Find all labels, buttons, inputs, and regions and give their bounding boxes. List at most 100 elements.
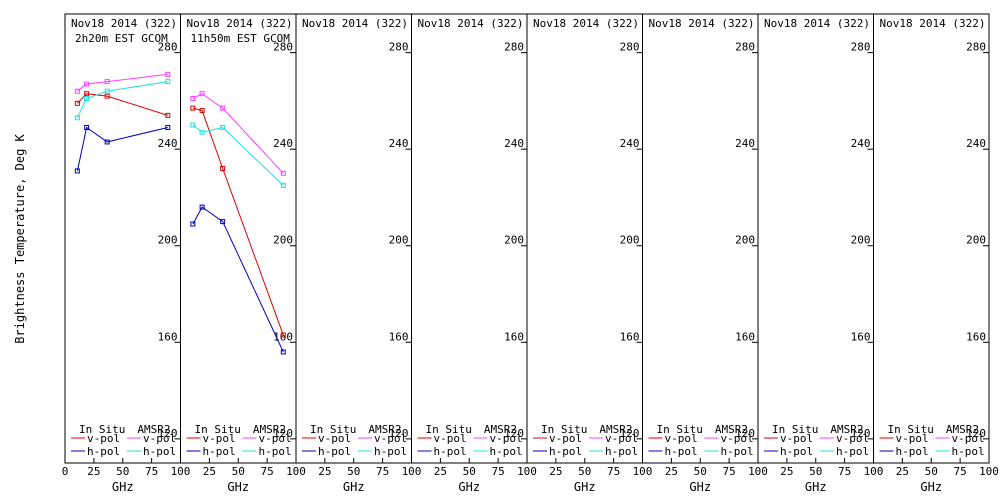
data-point [190, 95, 196, 101]
y-tick-label: 240 [735, 137, 755, 150]
panel-title: Nov18 2014 (322) [187, 17, 293, 30]
legend-label: v-pol [721, 432, 754, 445]
data-point [220, 219, 226, 225]
legend-label: h-pol [721, 445, 754, 458]
series-line [192, 206, 284, 353]
legend-label: h-pol [836, 445, 869, 458]
y-tick-label: 200 [966, 234, 986, 247]
y-tick-label: 240 [504, 137, 524, 150]
series-line [76, 126, 168, 172]
legend-title-amsr2: AMSR2 [484, 423, 517, 436]
data-point [165, 71, 171, 77]
y-tick-label: 280 [158, 41, 178, 54]
y-tick-label: 160 [389, 330, 409, 343]
y-tick-label: 280 [851, 41, 871, 54]
y-tick-label: 200 [389, 234, 409, 247]
x-tick-label: 50 [925, 465, 938, 478]
legend-label: h-pol [896, 445, 929, 458]
legend-title-in-situ: In Situ [657, 423, 703, 436]
legend-title-in-situ: In Situ [79, 423, 125, 436]
data-point [84, 91, 90, 97]
x-axis-label: GHz [458, 480, 480, 494]
legend-label: v-pol [434, 432, 467, 445]
x-tick-label: 100 [979, 465, 999, 478]
x-axis-label: GHz [343, 480, 365, 494]
data-point [280, 349, 286, 355]
y-tick-label: 120 [966, 427, 986, 440]
data-point [220, 124, 226, 130]
legend-label: h-pol [87, 445, 120, 458]
data-point [74, 88, 80, 94]
legend-title-in-situ: In Situ [888, 423, 934, 436]
y-tick-label: 160 [158, 330, 178, 343]
legend-label: v-pol [549, 432, 582, 445]
legend-label: h-pol [203, 445, 236, 458]
data-point [280, 182, 286, 188]
legend-label: v-pol [490, 432, 523, 445]
x-tick-label: 100 [633, 465, 653, 478]
y-tick-label: 240 [851, 137, 871, 150]
x-tick-label: 100 [864, 465, 884, 478]
y-tick-label: 120 [851, 427, 871, 440]
legend-title-in-situ: In Situ [772, 423, 818, 436]
x-tick-label: 50 [463, 465, 476, 478]
x-tick-label: 25 [434, 465, 447, 478]
legend-title-amsr2: AMSR2 [137, 423, 170, 436]
x-tick-label: 75 [376, 465, 389, 478]
panel-title: Nov18 2014 (322) [880, 17, 986, 30]
series-line [192, 93, 284, 174]
y-axis-label: Brightness Temperature, Deg K [13, 133, 27, 343]
data-point [84, 124, 90, 130]
legend-label: v-pol [896, 432, 929, 445]
y-tick-label: 280 [504, 41, 524, 54]
x-tick-label: 50 [232, 465, 245, 478]
x-tick-label: 75 [492, 465, 505, 478]
legend-title-in-situ: In Situ [310, 423, 356, 436]
x-tick-label: 50 [347, 465, 360, 478]
panel-subtitle: 2h20m EST GCOM [75, 32, 168, 45]
y-tick-label: 280 [389, 41, 409, 54]
y-tick-label: 160 [735, 330, 755, 343]
legend-label: v-pol [143, 432, 176, 445]
y-tick-label: 240 [273, 137, 293, 150]
legend-label: v-pol [203, 432, 236, 445]
legend-label: h-pol [605, 445, 638, 458]
data-point [190, 221, 196, 227]
legend-label: h-pol [665, 445, 698, 458]
legend-label: v-pol [836, 432, 869, 445]
x-tick-label: 25 [87, 465, 100, 478]
x-tick-label: 0 [62, 465, 69, 478]
y-tick-label: 200 [735, 234, 755, 247]
x-axis-label: GHz [920, 480, 942, 494]
series-line [192, 107, 284, 336]
x-tick-label: 50 [116, 465, 129, 478]
data-point [74, 168, 80, 174]
legend-title-amsr2: AMSR2 [946, 423, 979, 436]
x-tick-label: 75 [607, 465, 620, 478]
legend-label: v-pol [952, 432, 985, 445]
legend-title-amsr2: AMSR2 [830, 423, 863, 436]
legend-label: h-pol [490, 445, 523, 458]
series-line [76, 81, 168, 119]
x-tick-label: 75 [261, 465, 274, 478]
y-tick-label: 120 [273, 427, 293, 440]
x-tick-label: 75 [723, 465, 736, 478]
x-tick-label: 100 [517, 465, 537, 478]
legend-title-in-situ: In Situ [426, 423, 472, 436]
data-point [190, 122, 196, 128]
legend-label: h-pol [434, 445, 467, 458]
y-tick-label: 280 [273, 41, 293, 54]
y-tick-label: 280 [966, 41, 986, 54]
x-tick-label: 75 [838, 465, 851, 478]
y-tick-label: 200 [851, 234, 871, 247]
legend-label: h-pol [780, 445, 813, 458]
legend-label: v-pol [87, 432, 120, 445]
legend-label: v-pol [605, 432, 638, 445]
data-point [165, 112, 171, 118]
x-axis-label: GHz [227, 480, 249, 494]
legend-title-amsr2: AMSR2 [599, 423, 632, 436]
legend-title-in-situ: In Situ [541, 423, 587, 436]
data-point [104, 93, 110, 99]
panel-title: Nov18 2014 (322) [533, 17, 639, 30]
